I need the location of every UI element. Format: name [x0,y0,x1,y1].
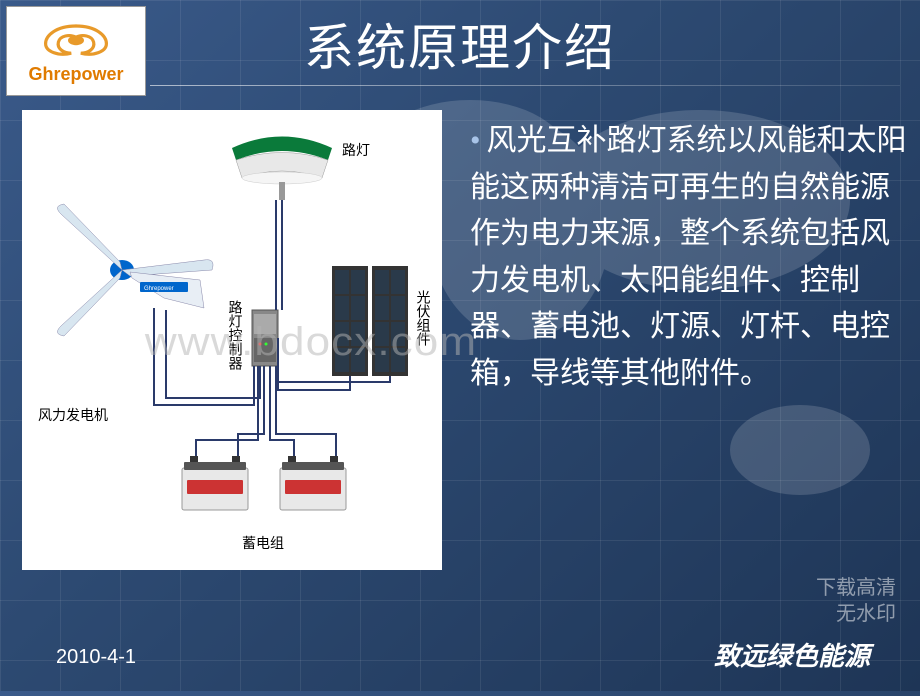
battery-icon-1 [182,456,248,510]
body-paragraph: •风光互补路灯系统以风能和太阳能这两种清洁可再生的自然能源作为电力来源，整个系统… [470,118,910,397]
street-lamp-icon [232,137,332,201]
logo-box: Ghrepower [6,6,146,96]
battery-icon-2 [280,456,346,510]
turbine-label: 风力发电机 [38,408,108,424]
pv-panel-icon [332,266,408,376]
logo-swirl-icon [36,18,116,62]
controller-label: 路灯控制器 [227,300,243,370]
battery-label: 蓄电组 [242,536,284,552]
body-text-content: 风光互补路灯系统以风能和太阳能这两种清洁可再生的自然能源作为电力来源，整个系统包… [470,124,907,390]
footer-brand: 致远绿色能源 [714,636,870,673]
download-line1: 下载高清 [816,575,896,601]
svg-text:Ghrepower: Ghrepower [144,286,174,292]
download-badge: 下载高清 无水印 [816,575,896,627]
controller-icon [252,310,278,366]
pv-label: 光伏组件 [415,290,431,346]
system-diagram: Ghrepower 风力发电机 路灯 路灯控制器 [22,110,442,570]
wind-turbine-icon: Ghrepower [57,204,213,336]
lamp-label: 路灯 [342,143,370,159]
logo-brand-text: Ghrepower [28,64,123,85]
download-line2: 无水印 [816,601,896,627]
title-underline [150,85,900,86]
bullet-icon: • [470,124,481,157]
slide-date: 2010-4-1 [56,646,136,669]
